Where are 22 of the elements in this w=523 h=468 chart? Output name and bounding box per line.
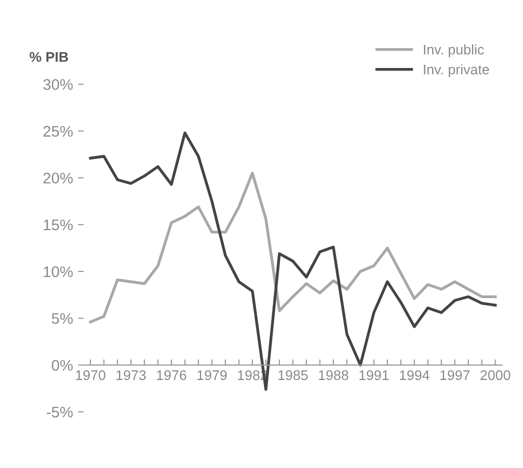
y-tick-label: 30% bbox=[43, 79, 73, 90]
legend-label: Inv. private bbox=[424, 64, 489, 78]
x-tick-label: 1973 bbox=[116, 370, 146, 380]
x-tick-label: 1988 bbox=[318, 370, 348, 380]
x-tick-label: 1994 bbox=[400, 370, 430, 380]
line-series bbox=[89, 172, 497, 324]
x-tick-label: 1970 bbox=[76, 370, 106, 380]
x-tick-label: 2000 bbox=[480, 370, 510, 380]
y-tick-label: 10% bbox=[44, 266, 73, 278]
y-tick-label: 0% bbox=[52, 360, 73, 371]
y-tick-label: 5% bbox=[52, 313, 73, 324]
x-tick-label: 1985 bbox=[278, 370, 308, 380]
legend-label: Inv. public bbox=[424, 44, 484, 58]
y-tick-label: 15% bbox=[44, 220, 73, 230]
x-tick-label: 1991 bbox=[359, 370, 389, 380]
x-tick-label: 1976 bbox=[157, 370, 186, 380]
x-tick-label: 1979 bbox=[198, 370, 227, 380]
y-axis-title: % PIB bbox=[30, 52, 68, 62]
y-tick-label: 20% bbox=[43, 172, 73, 184]
y-tick-label: -5% bbox=[46, 406, 73, 418]
x-tick-label: 1997 bbox=[440, 370, 470, 380]
y-tick-label: 25% bbox=[43, 126, 73, 137]
